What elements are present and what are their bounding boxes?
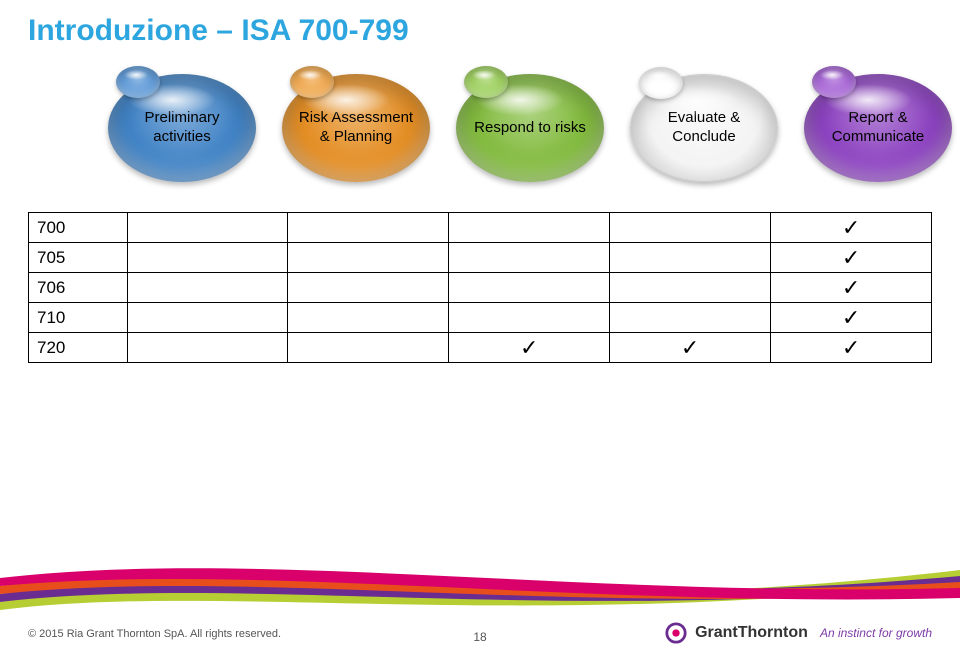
bubble-label: Risk Assessment & Planning [292, 109, 420, 147]
cell-code: 710 [29, 303, 128, 333]
cell: ✓ [610, 333, 771, 363]
bubble-evaluate: Evaluate & Conclude [630, 74, 778, 182]
cell [288, 273, 449, 303]
table-row: 700 ✓ [29, 213, 932, 243]
cell [127, 243, 288, 273]
cell: ✓ [771, 243, 932, 273]
cell-code: 706 [29, 273, 128, 303]
bubble-preliminary: Preliminary activities [108, 74, 256, 182]
cell [449, 213, 610, 243]
bubble-label: Report & Communicate [814, 109, 942, 147]
cell [449, 273, 610, 303]
bubble-small-icon [116, 66, 160, 98]
cell [127, 273, 288, 303]
brand-name: GrantThornton [695, 624, 808, 642]
cell: ✓ [449, 333, 610, 363]
bubble-small-icon [464, 66, 508, 98]
decorative-ribbons [0, 552, 960, 612]
copyright: © 2015 Ria Grant Thornton SpA. All right… [28, 628, 281, 640]
page-title: Introduzione – ISA 700-799 [28, 14, 409, 48]
cell [610, 303, 771, 333]
cell [127, 303, 288, 333]
cell [288, 243, 449, 273]
bubble-small-icon [812, 66, 856, 98]
cell [127, 213, 288, 243]
brand-tagline: An instinct for growth [820, 626, 932, 640]
bubble-label: Preliminary activities [118, 109, 246, 147]
bubble-report: Report & Communicate [804, 74, 952, 182]
cell [610, 213, 771, 243]
slide: { "title": "Introduzione – ISA 700-799",… [0, 0, 960, 660]
cell [449, 303, 610, 333]
process-bubbles: Preliminary activities Risk Assessment &… [108, 74, 952, 182]
cell-code: 720 [29, 333, 128, 363]
bubble-respond: Respond to risks [456, 74, 604, 182]
isa-table-body: 700 ✓ 705 ✓ 706 ✓ [29, 213, 932, 363]
bubble-small-icon [639, 67, 683, 99]
cell [610, 243, 771, 273]
isa-table: 700 ✓ 705 ✓ 706 ✓ [28, 212, 932, 363]
cell-code: 700 [29, 213, 128, 243]
cell: ✓ [771, 273, 932, 303]
cell [288, 213, 449, 243]
brand-logo: GrantThornton An instinct for growth [665, 622, 932, 644]
logo-mark-icon [665, 622, 687, 644]
cell-code: 705 [29, 243, 128, 273]
cell [449, 243, 610, 273]
table-row: 705 ✓ [29, 243, 932, 273]
table-row: 706 ✓ [29, 273, 932, 303]
bubble-label: Evaluate & Conclude [641, 109, 767, 147]
bubble-risk-assessment: Risk Assessment & Planning [282, 74, 430, 182]
cell: ✓ [771, 333, 932, 363]
bubble-small-icon [290, 66, 334, 98]
cell [288, 333, 449, 363]
cell [127, 333, 288, 363]
table-row: 710 ✓ [29, 303, 932, 333]
page-number: 18 [473, 630, 486, 644]
cell [610, 273, 771, 303]
cell: ✓ [771, 303, 932, 333]
table-row: 720 ✓ ✓ ✓ [29, 333, 932, 363]
cell [288, 303, 449, 333]
bubble-label: Respond to risks [474, 119, 586, 138]
cell: ✓ [771, 213, 932, 243]
